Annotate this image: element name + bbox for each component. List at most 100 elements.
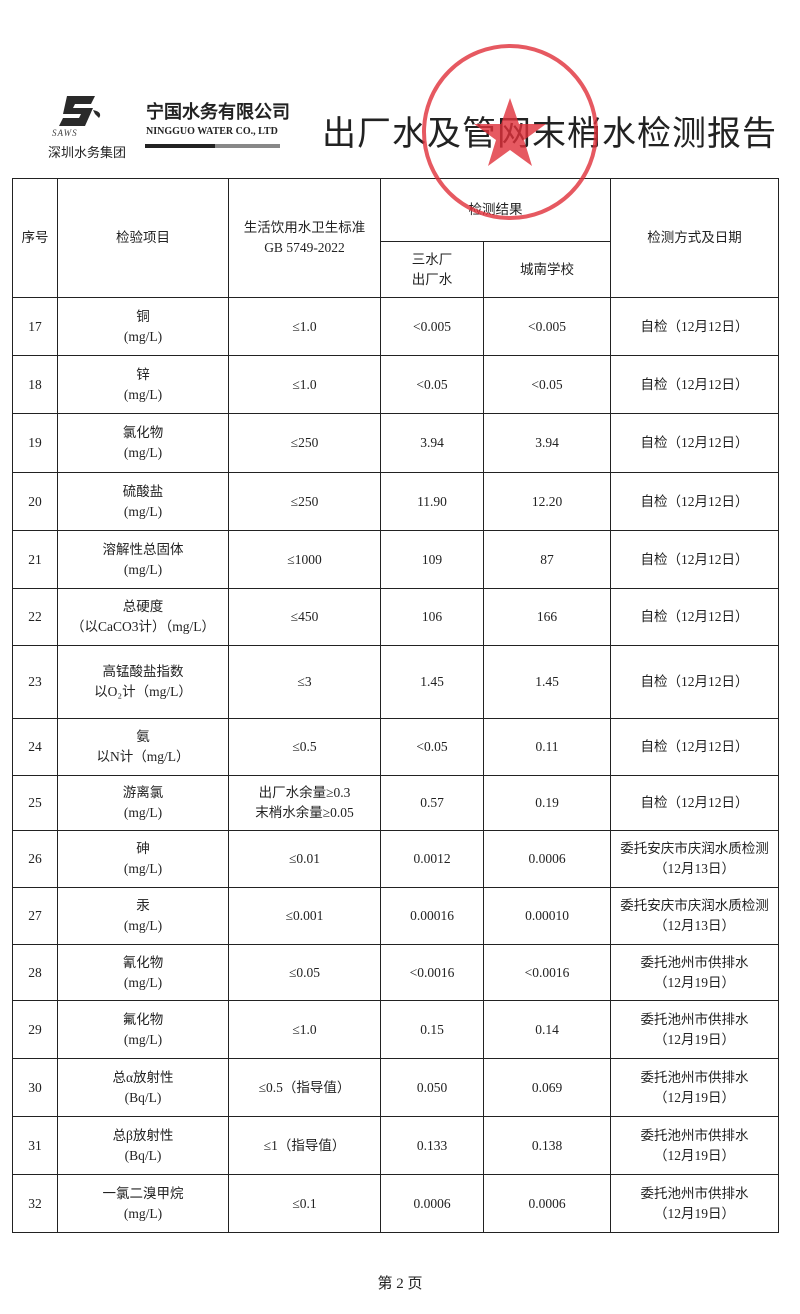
cell-item: 氰化物 (mg/L) bbox=[57, 944, 229, 1001]
table-row: 31 总β放射性 (Bq/L) ≤1（指导值） 0.133 0.138 委托池州市供排水 （1… bbox=[12, 1116, 779, 1175]
cell-item-line: 氯化物 bbox=[122, 425, 164, 440]
cell-method: 委托池州市供排水 （12月19日） bbox=[610, 944, 779, 1001]
cell-item-line: 总α放射性 bbox=[112, 1069, 174, 1085]
cell-item-line: (mg/L) bbox=[123, 1031, 163, 1047]
cell-item-line: (mg/L) bbox=[123, 503, 163, 519]
cell-site2: 87 bbox=[483, 530, 611, 589]
header-standard-code: GB 5749-2022 bbox=[264, 240, 345, 255]
cell-standard: ≤250 bbox=[228, 413, 381, 473]
cell-item-line: 以O₂计（mg/L） bbox=[94, 684, 192, 699]
cell-method-line: （12月19日） bbox=[654, 974, 735, 990]
cell-site2: 3.94 bbox=[483, 413, 611, 473]
cell-item-line: 总硬度 bbox=[122, 599, 164, 614]
header-site1-line2: 出厂水 bbox=[411, 271, 453, 287]
table-row: 22 总硬度 （以CaCO3计）（mg/L） ≤450 106 166 自检（12月12日） bbox=[12, 588, 779, 646]
cell-method-line: （12月19日） bbox=[654, 1031, 735, 1047]
group-logo-text: SAWS bbox=[52, 128, 78, 138]
header-standard-name: 生活饮用水卫生标准 bbox=[243, 220, 366, 235]
cell-site2: 0.19 bbox=[483, 775, 611, 831]
cell-seq: 19 bbox=[12, 413, 58, 473]
cell-standard-line: ≤0.1 bbox=[292, 1195, 317, 1211]
cell-standard-line: ≤0.001 bbox=[285, 908, 324, 923]
cell-item-line: 总β放射性 bbox=[112, 1127, 174, 1143]
header-results: 检测结果 bbox=[380, 178, 611, 242]
cell-standard-line: ≤3 bbox=[297, 674, 312, 689]
cell-method-line: （12月19日） bbox=[654, 1147, 735, 1163]
cell-site2: 0.00010 bbox=[483, 887, 611, 945]
company-name-en: NINGGUO WATER CO., LTD bbox=[146, 126, 278, 137]
cell-site2: 0.0006 bbox=[483, 830, 611, 888]
cell-site2: 0.138 bbox=[483, 1116, 611, 1175]
table-row: 32 一氯二溴甲烷 (mg/L) ≤0.1 0.0006 0.0006 委托池州市供排水 （1… bbox=[12, 1174, 779, 1233]
cell-method: 委托安庆市庆润水质检测 （12月13日） bbox=[610, 887, 779, 945]
cell-standard: ≤0.5（指导值） bbox=[228, 1058, 381, 1117]
cell-standard-line: 末梢水余量≥0.05 bbox=[255, 805, 354, 820]
saws-logo-icon bbox=[59, 96, 101, 126]
cell-standard-line: 出厂水余量≥0.3 bbox=[258, 785, 351, 800]
cell-method: 自检（12月12日） bbox=[610, 775, 779, 831]
header-site2: 城南学校 bbox=[483, 241, 611, 298]
cell-seq: 27 bbox=[12, 887, 58, 945]
page-number: 第 2 页 bbox=[377, 1276, 423, 1292]
cell-site2: 0.069 bbox=[483, 1058, 611, 1117]
cell-standard-line: ≤0.05 bbox=[288, 964, 321, 980]
cell-method: 委托池州市供排水 （12月19日） bbox=[610, 1174, 779, 1233]
cell-item-line: 氰化物 bbox=[122, 954, 164, 970]
cell-seq: 31 bbox=[12, 1116, 58, 1175]
table-row: 25 游离氯 (mg/L) 出厂水余量≥0.3 末梢水余量≥0.05 0.57 0.19 自检… bbox=[12, 775, 779, 831]
cell-item-line: (mg/L) bbox=[123, 561, 163, 577]
cell-method-line: 委托安庆市庆润水质检测 bbox=[620, 841, 769, 856]
cell-item-line: 锌 bbox=[136, 366, 150, 382]
cell-standard-line: ≤450 bbox=[290, 609, 319, 624]
cell-item: 锌 (mg/L) bbox=[57, 355, 229, 414]
cell-site1: 11.90 bbox=[380, 472, 484, 531]
cell-seq: 29 bbox=[12, 1000, 58, 1059]
cell-standard-line: ≤1（指导值） bbox=[263, 1137, 346, 1153]
company-divider bbox=[145, 144, 280, 148]
cell-method-line: 委托池州市供排水 bbox=[640, 1011, 749, 1027]
cell-standard: 出厂水余量≥0.3 末梢水余量≥0.05 bbox=[228, 775, 381, 831]
cell-method-line: （12月13日） bbox=[654, 918, 735, 933]
cell-site1: <0.0016 bbox=[380, 944, 484, 1001]
cell-site1: 0.15 bbox=[380, 1000, 484, 1059]
cell-item-line: 汞 bbox=[136, 898, 150, 913]
cell-standard: ≤1.0 bbox=[228, 355, 381, 414]
cell-method-line: 委托池州市供排水 bbox=[640, 954, 749, 970]
cell-standard: ≤250 bbox=[228, 472, 381, 531]
cell-site1: 0.0012 bbox=[380, 830, 484, 888]
header-site1-line1: 三水厂 bbox=[411, 251, 453, 267]
table-row: 26 砷 (mg/L) ≤0.01 0.0012 0.0006 委托安庆市庆润水质检测 （12… bbox=[12, 830, 779, 888]
table-row: 17 铜 (mg/L) ≤1.0 <0.005 <0.005 自检（12月12日） bbox=[12, 297, 779, 356]
cell-standard-line: ≤1.0 bbox=[292, 376, 317, 392]
cell-site2: <0.05 bbox=[483, 355, 611, 414]
cell-method-line: 委托安庆市庆润水质检测 bbox=[620, 898, 769, 913]
cell-item-line: 以N计（mg/L） bbox=[96, 749, 190, 764]
cell-item-line: 硫酸盐 bbox=[122, 483, 164, 499]
cell-standard-line: ≤1.0 bbox=[292, 1021, 317, 1037]
header-method: 检测方式及日期 bbox=[610, 178, 779, 298]
cell-standard: ≤450 bbox=[228, 588, 381, 646]
cell-method-line: 自检（12月12日） bbox=[640, 739, 749, 754]
cell-site2: 166 bbox=[483, 588, 611, 646]
cell-seq: 28 bbox=[12, 944, 58, 1001]
cell-site2: <0.0016 bbox=[483, 944, 611, 1001]
cell-standard-line: ≤0.5 bbox=[292, 739, 317, 754]
cell-item-line: 溶解性总固体 bbox=[102, 541, 184, 557]
table-row: 24 氨以N计（mg/L） ≤0.5 <0.05 0.11 自检（12月12日） bbox=[12, 718, 779, 776]
group-name: 深圳水务集团 bbox=[48, 145, 127, 160]
cell-seq: 32 bbox=[12, 1174, 58, 1233]
cell-item-line: (mg/L) bbox=[123, 386, 163, 402]
cell-site1: 0.57 bbox=[380, 775, 484, 831]
cell-item-line: (mg/L) bbox=[123, 805, 163, 820]
cell-site1: 109 bbox=[380, 530, 484, 589]
cell-item-line: 游离氯 bbox=[122, 785, 164, 800]
cell-method: 自检（12月12日） bbox=[610, 355, 779, 414]
header-item: 检验项目 bbox=[57, 178, 229, 298]
cell-method: 自检（12月12日） bbox=[610, 718, 779, 776]
cell-standard: ≤1（指导值） bbox=[228, 1116, 381, 1175]
cell-standard: ≤3 bbox=[228, 645, 381, 719]
cell-item: 砷 (mg/L) bbox=[57, 830, 229, 888]
cell-method-line: 委托池州市供排水 bbox=[640, 1069, 749, 1085]
cell-site1: 0.133 bbox=[380, 1116, 484, 1175]
results-table: 序号 检验项目 生活饮用水卫生标准 GB 5749-2022 检测结果 检测方式及… bbox=[12, 178, 779, 1233]
